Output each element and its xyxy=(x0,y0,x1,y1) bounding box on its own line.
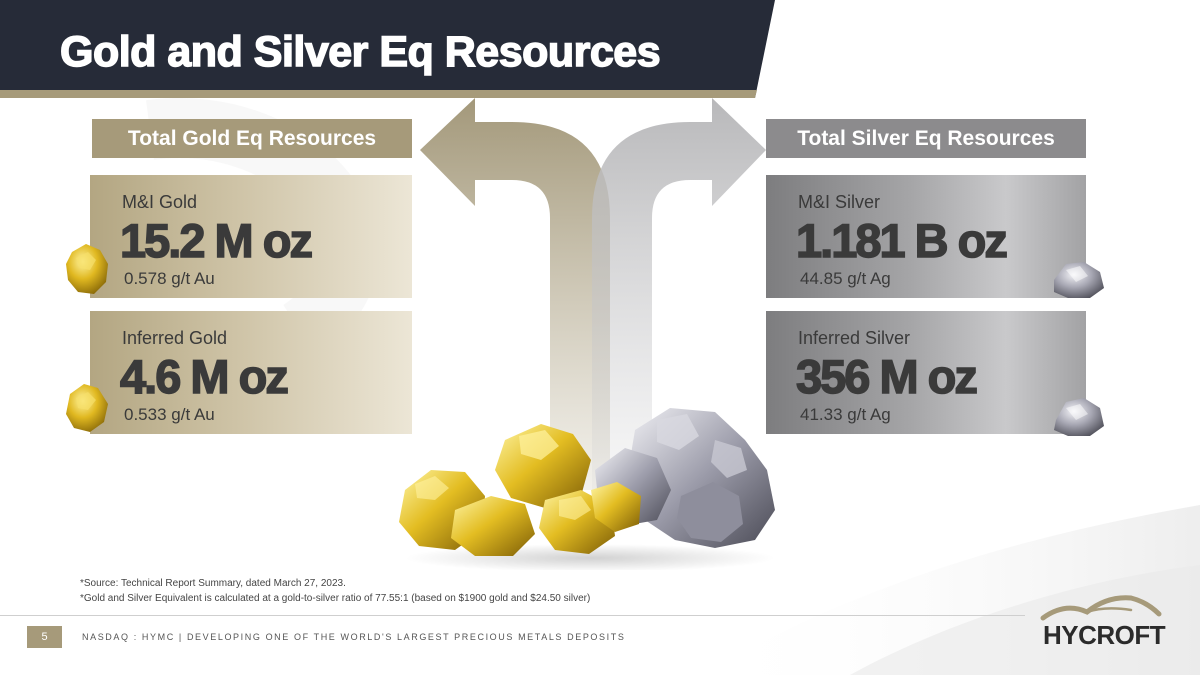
footnote-source: *Source: Technical Report Summary, dated… xyxy=(80,578,346,589)
gold-nugget-icon xyxy=(66,244,108,294)
mi-gold-grade: 0.578 g/t Au xyxy=(124,269,215,288)
inferred-silver-label: Inferred Silver xyxy=(798,328,911,348)
gold-section-header: Total Gold Eq Resources xyxy=(92,119,412,158)
footer-tagline: NASDAQ : HYMC | DEVELOPING ONE OF THE WO… xyxy=(82,632,626,642)
inferred-gold-card: Inferred Gold 4.6 M oz 0.533 g/t Au xyxy=(90,311,412,434)
inferred-silver-grade: 41.33 g/t Ag xyxy=(800,405,891,424)
inferred-gold-value: 4.6 M oz xyxy=(119,349,289,404)
mi-silver-value: 1.181 B oz xyxy=(795,213,1008,268)
mi-silver-grade: 44.85 g/t Ag xyxy=(800,269,891,288)
title-bar xyxy=(0,0,775,98)
mi-gold-label: M&I Gold xyxy=(122,192,198,212)
inferred-silver-value: 356 M oz xyxy=(795,349,978,404)
footnote-equivalent: *Gold and Silver Equivalent is calculate… xyxy=(80,593,591,604)
mi-gold-value: 15.2 M oz xyxy=(119,213,313,268)
mi-silver-card: M&I Silver 1.181 B oz 44.85 g/t Ag xyxy=(766,175,1086,298)
page-title: Gold and Silver Eq Resources xyxy=(59,27,661,77)
mi-gold-card: M&I Gold 15.2 M oz 0.578 g/t Au xyxy=(90,175,412,298)
inferred-gold-grade: 0.533 g/t Au xyxy=(124,405,215,424)
mi-silver-label: M&I Silver xyxy=(798,192,881,212)
inferred-silver-card: Inferred Silver 356 M oz 41.33 g/t Ag xyxy=(766,311,1086,434)
page-number: 5 xyxy=(27,626,62,648)
split-arrows xyxy=(420,98,766,490)
silver-nugget-icon xyxy=(1054,262,1104,298)
gold-silver-nuggets-image xyxy=(399,408,775,570)
hycroft-logo-mountain-icon xyxy=(1040,595,1162,621)
silver-nugget-icon xyxy=(1054,398,1104,436)
inferred-gold-label: Inferred Gold xyxy=(122,328,228,348)
footer-divider xyxy=(0,615,1025,616)
gold-nugget-icon xyxy=(66,384,108,432)
silver-section-header: Total Silver Eq Resources xyxy=(766,119,1086,158)
logo-wordmark: HYCROFT xyxy=(1043,620,1166,650)
